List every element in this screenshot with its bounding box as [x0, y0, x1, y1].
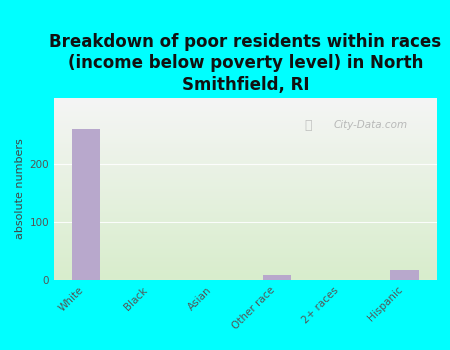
Text: ⓘ: ⓘ	[305, 119, 312, 132]
Title: Breakdown of poor residents within races
(income below poverty level) in North
S: Breakdown of poor residents within races…	[49, 33, 441, 94]
Bar	[390, 270, 419, 280]
Bar	[263, 275, 292, 280]
Text: City-Data.com: City-Data.com	[333, 120, 407, 130]
Bar	[72, 128, 100, 280]
Y-axis label: absolute numbers: absolute numbers	[15, 139, 25, 239]
